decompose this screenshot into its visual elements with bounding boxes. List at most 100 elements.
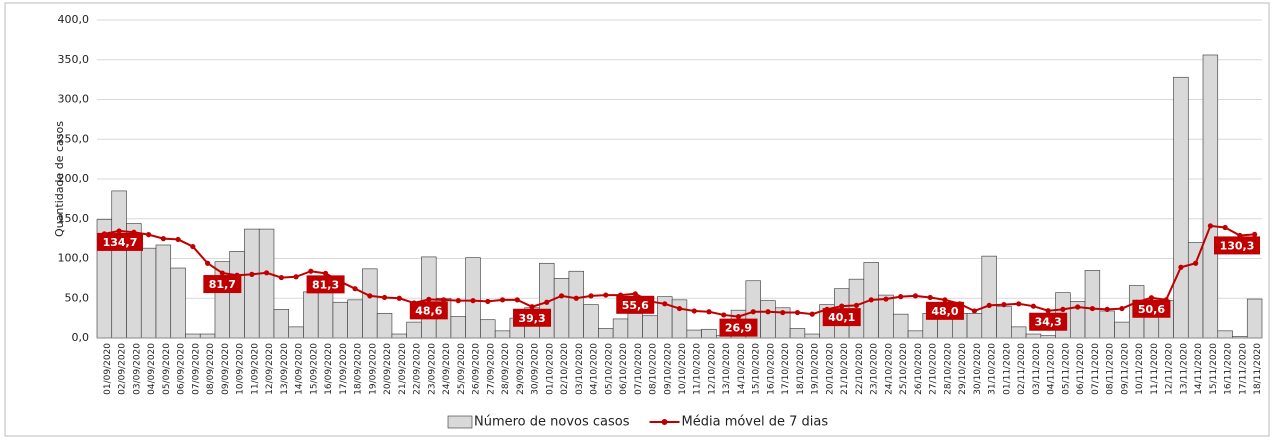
line-point [205,260,211,266]
line-point [160,236,166,242]
x-tick-label: 01/11/2020 [1002,343,1012,395]
bar [907,330,924,339]
line-point [263,270,270,276]
x-tick-label: 09/10/2020 [663,343,673,395]
label-box [306,275,345,294]
label-box [409,301,448,320]
line-point [588,293,594,299]
bar [450,316,466,339]
bar [258,228,275,339]
bar [760,300,776,339]
x-tick-label: 30/09/2020 [531,343,541,395]
x-tick-label: 15/09/2020 [309,343,319,395]
x-tick-label: 12/11/2020 [1165,343,1175,395]
bar [553,278,570,339]
x-tick-label: 20/10/2020 [825,343,835,395]
bar [465,257,481,339]
bar [185,333,201,339]
line-point [927,294,933,301]
label-box [1132,299,1171,318]
x-tick-label: 08/11/2020 [1106,343,1116,395]
x-tick-label: 27/09/2020 [486,343,496,395]
line-point [676,305,683,312]
value-label: 34,3 [1035,316,1062,329]
x-tick-label: 08/09/2020 [206,343,216,395]
line-point [1030,303,1037,309]
line-point [514,297,520,303]
x-tick-label: 16/09/2020 [324,343,334,395]
bar [1187,242,1204,339]
line-point [1222,224,1228,231]
label-box [97,232,143,251]
x-tick-label: 01/09/2020 [103,343,113,395]
line-point [190,243,196,250]
label-box [616,295,655,314]
bar [303,291,319,339]
y-tick-label: 0,0 [72,331,90,344]
x-tick-label: 12/10/2020 [707,343,717,395]
x-tick-label: 16/10/2020 [766,343,776,395]
line-point [249,271,255,277]
x-tick-label: 02/09/2020 [118,343,128,395]
line-point [573,295,579,301]
x-tick-label: 12/09/2020 [265,343,275,395]
value-label: 26,9 [725,322,752,335]
x-tick-label: 10/10/2020 [678,343,688,395]
bar [391,333,407,339]
line-point [780,309,786,316]
x-tick-label: 22/10/2020 [855,343,865,395]
x-tick-label: 21/09/2020 [398,343,408,395]
bar [273,309,290,339]
line-point [853,302,860,309]
y-tick-label: 50,0 [65,291,90,304]
legend-label: Média móvel de 7 dias [682,415,829,430]
bar [229,251,245,339]
line-point [322,270,329,276]
line-point [1104,306,1110,312]
x-tick-label: 10/11/2020 [1135,343,1145,395]
x-tick-label: 04/10/2020 [590,343,600,395]
line-point [898,294,904,300]
line-point [765,309,771,315]
line-point [971,308,978,314]
value-label: 48,0 [931,305,958,318]
x-tick-label: 15/11/2020 [1209,343,1219,395]
bar [686,329,702,339]
line-point [912,293,919,299]
x-tick-label: 15/10/2020 [752,343,762,395]
bar [1202,54,1219,339]
x-tick-label: 06/11/2020 [1076,343,1086,395]
bar [480,319,496,339]
line-point [706,309,712,315]
label-box [822,308,861,327]
x-tick-label: 24/09/2020 [442,343,452,395]
x-tick-label: 13/10/2020 [722,343,732,395]
value-label: 40,1 [828,311,855,324]
y-tick-label: 300,0 [58,93,90,106]
line-point [175,236,181,243]
x-tick-label: 21/10/2020 [840,343,850,395]
line-point [396,295,402,301]
bar [789,328,806,339]
bar [893,313,909,339]
y-tick-label: 400,0 [58,13,90,26]
label-box [925,301,964,320]
bar [996,305,1012,339]
line-point [367,293,373,299]
x-tick-label: 05/09/2020 [162,343,172,395]
y-axis-label: Quantidade de casos [53,121,66,237]
line-point [470,298,476,304]
x-tick-label: 24/10/2020 [884,343,894,395]
y-tick-label: 250,0 [58,132,90,145]
bar [966,313,983,339]
line-point [293,274,299,280]
line-point [219,270,225,276]
x-tick-label: 27/10/2020 [929,343,939,395]
x-tick-label: 03/10/2020 [575,343,585,395]
x-tick-label: 26/09/2020 [472,343,482,395]
x-tick-label: 25/09/2020 [457,343,467,395]
line-point [308,268,314,274]
x-tick-label: 06/10/2020 [619,343,629,395]
bar [170,267,186,339]
bar [568,270,584,339]
